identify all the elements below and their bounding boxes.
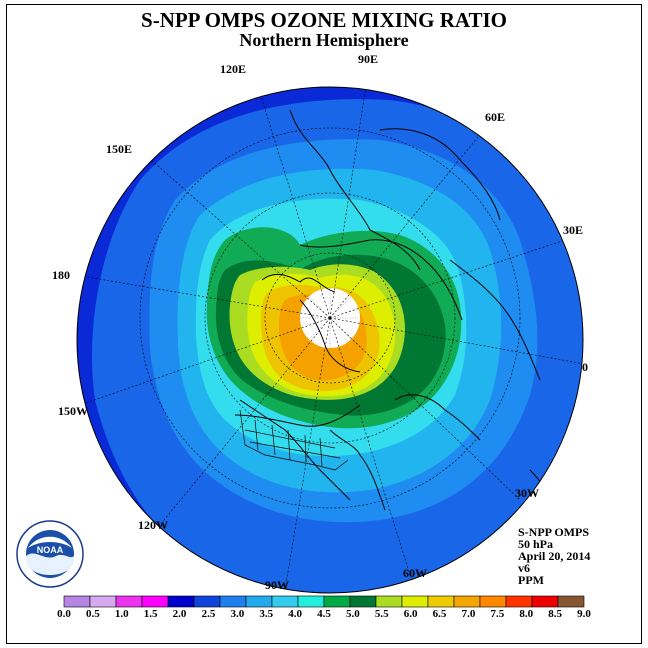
colorbar-swatch — [479, 595, 507, 608]
colorbar-tick-label: 4.5 — [317, 608, 331, 620]
disc-outline — [76, 86, 584, 594]
map-title: S-NPP OMPS OZONE MIXING RATIO — [141, 8, 507, 32]
noaa-logo-icon — [16, 520, 84, 588]
colorbar-swatch — [401, 595, 429, 608]
colorbar-tick-label: 3.5 — [259, 608, 274, 620]
lon-label-150w: 150W — [58, 404, 88, 418]
colorbar-tick-label: 7.0 — [461, 608, 476, 620]
colorbar-swatch — [505, 595, 533, 608]
colorbar-tick-label: 3.0 — [230, 608, 245, 620]
colorbar-tick-label: 5.5 — [374, 608, 389, 620]
lon-label-120e: 120E — [220, 62, 247, 76]
colorbar-swatch — [427, 595, 455, 608]
colorbar-swatch — [375, 595, 403, 608]
colorbar-tick-label: 2.0 — [172, 608, 187, 620]
noaa-logo-text: NOAA — [36, 545, 64, 555]
ozone-field — [77, 87, 583, 593]
colorbar-tick-label: 6.5 — [432, 608, 447, 620]
colorbar-swatch — [557, 595, 585, 608]
colorbar-tick-label: 1.5 — [143, 608, 158, 620]
info-date: April 20, 2014 — [518, 549, 591, 563]
colorbar-swatch — [323, 595, 351, 608]
colorbar-tick-label: 8.0 — [519, 608, 534, 620]
colorbar-tick-label: 8.5 — [548, 608, 562, 620]
colorbar-swatch — [89, 595, 117, 608]
info-units: PPM — [518, 573, 544, 587]
colorbar-swatch — [219, 595, 247, 608]
colorbar-swatch — [245, 595, 273, 608]
colorbar-swatch — [141, 595, 169, 608]
colorbar-tick-label: 0.5 — [86, 608, 100, 620]
lon-label-150e: 150E — [106, 142, 133, 156]
figure-frame — [6, 4, 642, 644]
colorbar-swatch — [167, 595, 195, 608]
lon-label-180: 180 — [52, 268, 70, 282]
colorbar-swatch — [271, 595, 299, 608]
lon-label-30e: 30E — [563, 223, 584, 237]
info-version: v6 — [518, 561, 530, 575]
info-level: 50 hPa — [518, 537, 554, 551]
colorbar-swatch — [115, 595, 143, 608]
colorbar-tick-label: 7.5 — [490, 608, 505, 620]
colorbar-swatch — [63, 595, 91, 608]
colorbar — [63, 595, 585, 608]
colorbar-swatch — [453, 595, 481, 608]
colorbar-tick-label: 9.0 — [577, 608, 591, 620]
colorbar-tick-label: 5.0 — [346, 608, 360, 620]
info-instrument: S-NPP OMPS — [518, 525, 589, 539]
lon-label-120w: 120W — [138, 518, 168, 532]
state-borders — [239, 409, 349, 471]
graticule — [77, 87, 583, 591]
colorbar-tick-label: 0.0 — [57, 608, 71, 620]
colorbar-tick-label: 4.0 — [288, 608, 302, 620]
colorbar-swatch — [193, 595, 221, 608]
colorbar-tick-label: 2.5 — [201, 608, 216, 620]
map-subtitle: Northern Hemisphere — [239, 30, 409, 50]
lon-label-60w: 60W — [403, 566, 427, 580]
lon-label-60e: 60E — [485, 110, 506, 124]
colorbar-tick-label: 6.0 — [403, 608, 418, 620]
colorbar-swatch — [531, 595, 559, 608]
colorbar-swatch — [297, 595, 325, 608]
lon-label-90w: 90W — [265, 578, 289, 592]
lon-label-0: 0 — [582, 360, 588, 374]
colorbar-tick-label: 1.0 — [114, 608, 129, 620]
lon-label-90e: 90E — [358, 52, 379, 66]
lon-label-30w: 30W — [515, 486, 539, 500]
colorbar-swatch — [349, 595, 377, 608]
